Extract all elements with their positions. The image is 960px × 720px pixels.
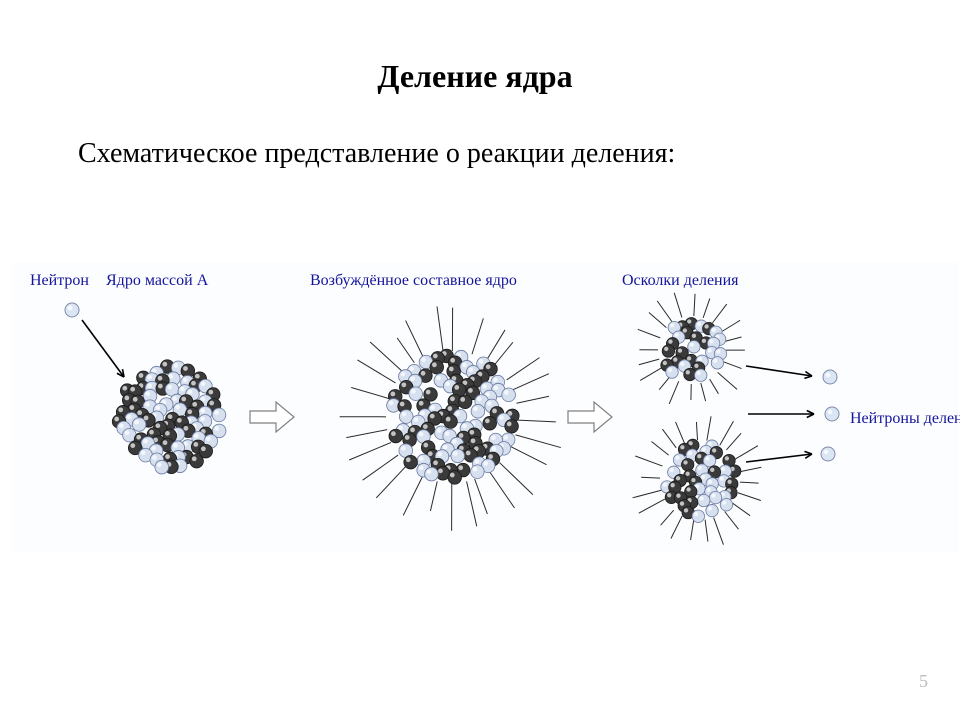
label-fission-neutrons: Нейтроны деления (850, 410, 960, 428)
fission-diagram: Нейтрон Ядро массой А Возбуждённое соста… (12, 262, 958, 552)
page-title: Деление ядра (78, 58, 872, 95)
label-fragments: Осколки деления (622, 272, 739, 290)
page-number: 5 (919, 671, 928, 692)
fission-diagram-svg (12, 262, 958, 552)
label-nucleus-mass-a: Ядро массой А (106, 272, 208, 290)
page-subtitle: Схематическое представление о реакции де… (78, 135, 872, 173)
label-neutron: Нейтрон (30, 272, 89, 290)
label-excited-compound: Возбуждённое составное ядро (310, 272, 517, 290)
